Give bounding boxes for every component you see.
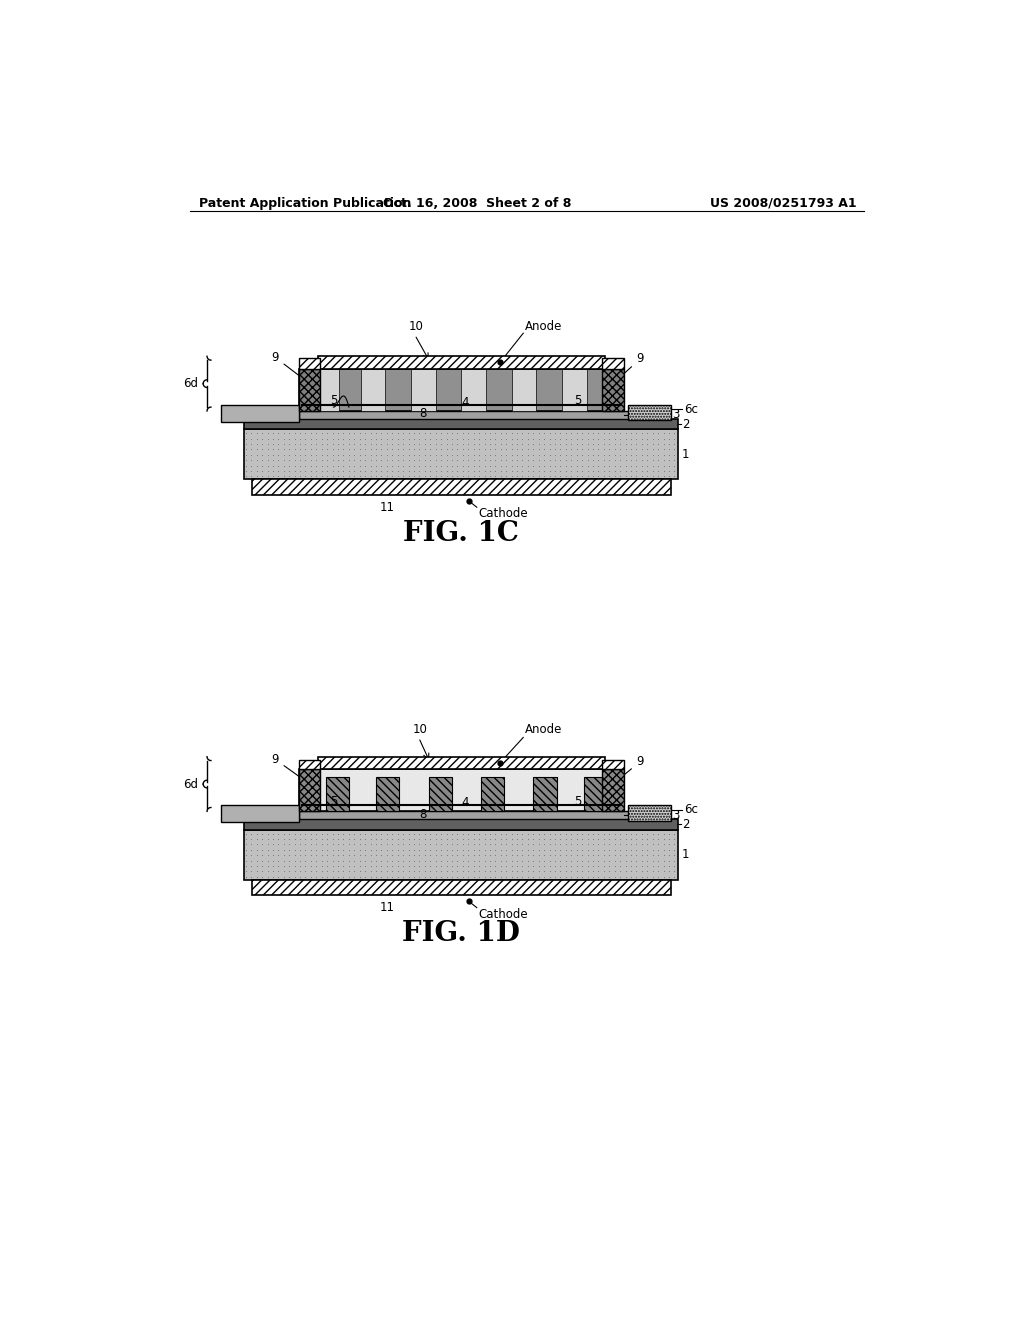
Text: 6d: 6d <box>182 777 198 791</box>
Bar <box>360 368 385 411</box>
Bar <box>562 368 587 411</box>
Text: Oct. 16, 2008  Sheet 2 of 8: Oct. 16, 2008 Sheet 2 of 8 <box>383 197 571 210</box>
Text: 11: 11 <box>380 502 395 513</box>
Text: US 2008/0251793 A1: US 2008/0251793 A1 <box>710 197 856 210</box>
Bar <box>245 830 678 880</box>
Text: 4: 4 <box>462 396 469 409</box>
Text: 8: 8 <box>419 407 426 420</box>
Bar <box>534 776 557 812</box>
Bar <box>602 368 624 411</box>
Text: 5: 5 <box>573 395 582 407</box>
Text: Anode: Anode <box>524 723 562 737</box>
Bar <box>480 776 504 812</box>
Bar <box>245 429 678 479</box>
Bar <box>299 812 632 818</box>
Text: 2: 2 <box>682 818 689 832</box>
Text: FIG. 1C: FIG. 1C <box>403 520 519 546</box>
Text: 9: 9 <box>271 351 306 381</box>
Text: 6d: 6d <box>182 378 198 391</box>
Text: FIG. 1D: FIG. 1D <box>402 920 520 948</box>
Bar <box>299 368 624 411</box>
Bar <box>299 358 321 368</box>
Text: 5: 5 <box>573 795 582 808</box>
Bar <box>252 479 671 495</box>
Bar <box>252 880 671 895</box>
Bar <box>461 368 486 411</box>
Bar <box>245 818 678 830</box>
Text: 6c: 6c <box>684 804 697 816</box>
Bar <box>512 368 537 411</box>
Bar <box>221 405 299 422</box>
Bar <box>602 358 624 368</box>
Bar <box>411 368 435 411</box>
Bar <box>221 805 299 822</box>
Text: 9: 9 <box>616 755 644 781</box>
Bar <box>628 805 671 821</box>
Text: 10: 10 <box>409 321 424 333</box>
Bar <box>326 776 349 812</box>
Text: 5: 5 <box>330 395 337 407</box>
Bar <box>584 776 607 812</box>
Text: 4: 4 <box>462 796 469 809</box>
Text: 3: 3 <box>672 809 680 822</box>
Bar <box>314 368 339 411</box>
Text: 11: 11 <box>380 902 395 915</box>
Bar <box>602 770 624 812</box>
Bar <box>299 368 321 411</box>
Bar <box>429 776 452 812</box>
Bar <box>299 411 632 418</box>
Bar <box>628 405 671 420</box>
Text: 8: 8 <box>419 808 426 821</box>
Text: 2: 2 <box>682 417 689 430</box>
Text: 1: 1 <box>682 447 689 461</box>
Text: Cathode: Cathode <box>478 507 528 520</box>
Bar <box>376 776 399 812</box>
Bar <box>317 356 604 368</box>
Text: 10: 10 <box>413 723 428 737</box>
Text: 5: 5 <box>330 795 337 808</box>
Bar <box>299 770 321 812</box>
Text: Cathode: Cathode <box>478 908 528 920</box>
Text: 1: 1 <box>682 849 689 862</box>
Bar <box>245 418 678 429</box>
Bar <box>299 770 624 812</box>
Text: 6c: 6c <box>684 403 697 416</box>
Text: 3: 3 <box>672 408 680 421</box>
Bar <box>602 760 624 770</box>
Bar <box>317 756 604 770</box>
Text: 9: 9 <box>616 352 644 380</box>
Text: 9: 9 <box>271 752 306 781</box>
Text: Patent Application Publication: Patent Application Publication <box>200 197 412 210</box>
Bar <box>299 760 321 770</box>
Text: Anode: Anode <box>524 321 562 333</box>
